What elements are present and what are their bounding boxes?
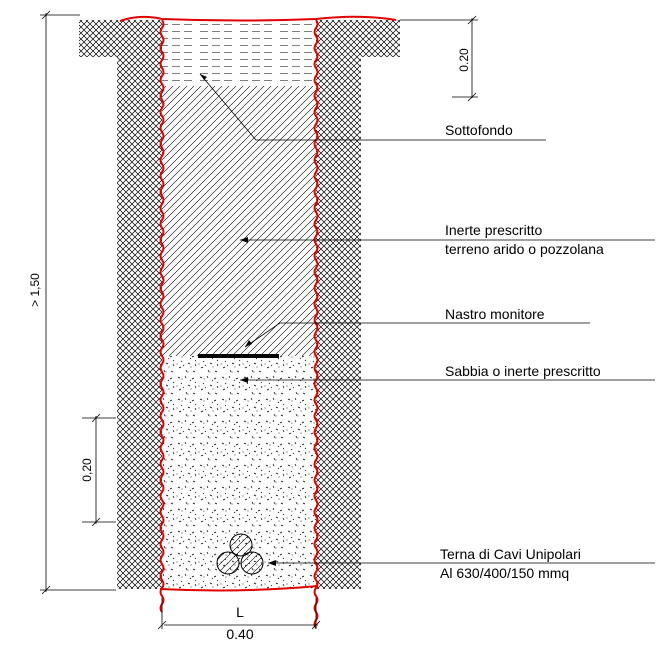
label-inerte-line1: Inerte prescritto — [445, 222, 543, 238]
leader-lines — [199, 73, 655, 564]
dim-top-layer: 0.20 — [457, 48, 471, 72]
warning-tape — [198, 354, 279, 358]
sottofondo-layer — [162, 20, 316, 86]
inerte-layer — [162, 86, 316, 356]
trench-fill — [162, 20, 316, 589]
dim-total-depth: > 1,50 — [28, 273, 42, 307]
dimension-lines — [40, 10, 478, 630]
label-sabbia: Sabbia o inerte prescritto — [445, 363, 601, 379]
label-inerte-line2: terreno arido o pozzolana — [445, 241, 604, 257]
cable-trefoil — [216, 533, 264, 575]
dim-bottom-layer: 0,20 — [80, 458, 94, 482]
surrounding-soil — [79, 20, 400, 589]
label-terna-line2: Al 630/400/150 mmq — [440, 565, 570, 581]
label-nastro: Nastro monitore — [445, 306, 545, 322]
label-terna-line1: Terna di Cavi Unipolari — [440, 546, 581, 562]
trench-walls — [119, 15, 397, 629]
dim-width-symbol: L — [236, 604, 244, 620]
dim-width-value: 0.40 — [226, 626, 254, 642]
label-sottofondo: Sottofondo — [445, 122, 513, 138]
leader-arrowheads — [200, 74, 276, 566]
